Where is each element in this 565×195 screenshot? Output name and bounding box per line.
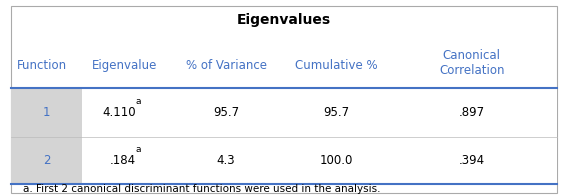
Text: a: a: [136, 97, 141, 106]
FancyBboxPatch shape: [11, 136, 82, 184]
FancyBboxPatch shape: [11, 88, 82, 136]
Text: Canonical
Correlation: Canonical Correlation: [439, 49, 505, 77]
Text: 95.7: 95.7: [323, 106, 349, 119]
Text: % of Variance: % of Variance: [185, 59, 267, 72]
FancyBboxPatch shape: [82, 88, 557, 136]
Text: Eigenvalues: Eigenvalues: [237, 13, 331, 27]
Text: Cumulative %: Cumulative %: [295, 59, 377, 72]
Text: .897: .897: [459, 106, 485, 119]
Text: Eigenvalue: Eigenvalue: [92, 59, 157, 72]
Text: a: a: [136, 145, 141, 154]
Text: 100.0: 100.0: [319, 154, 353, 167]
Text: .394: .394: [459, 154, 485, 167]
FancyBboxPatch shape: [11, 6, 557, 193]
Text: Function: Function: [17, 59, 67, 72]
Text: .184: .184: [110, 154, 136, 167]
Text: 4.3: 4.3: [217, 154, 235, 167]
Text: a. First 2 canonical discriminant functions were used in the analysis.: a. First 2 canonical discriminant functi…: [23, 184, 380, 194]
Text: 2: 2: [43, 154, 50, 167]
FancyBboxPatch shape: [82, 136, 557, 184]
Text: 4.110: 4.110: [102, 106, 136, 119]
Text: 95.7: 95.7: [213, 106, 239, 119]
Text: 1: 1: [43, 106, 50, 119]
